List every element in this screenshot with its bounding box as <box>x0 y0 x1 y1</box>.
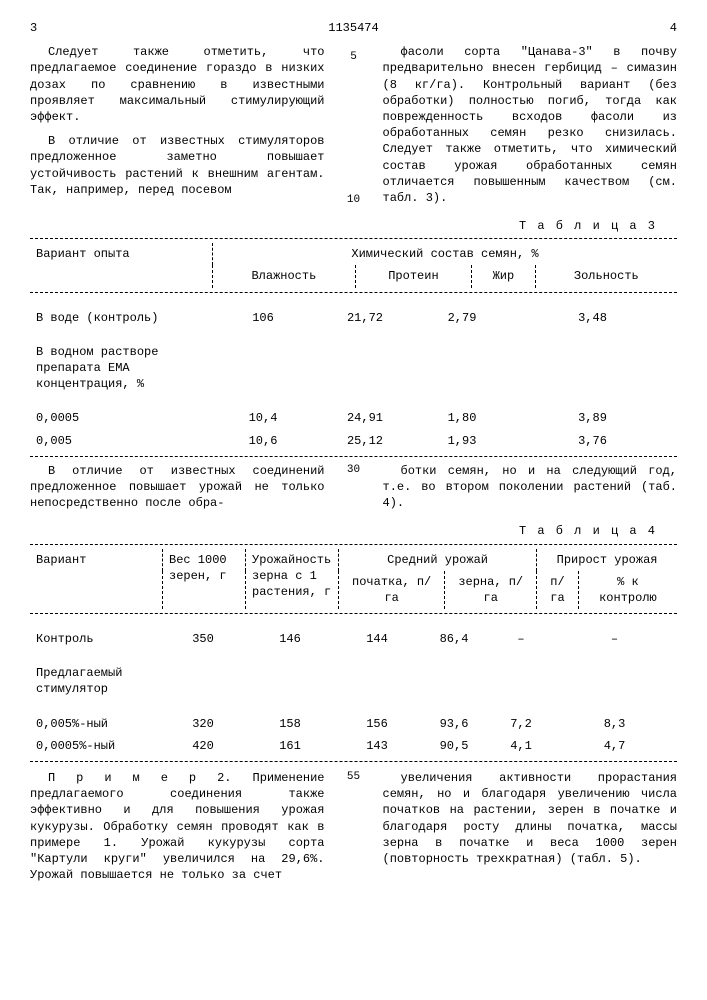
line-num: 5 <box>345 50 363 65</box>
text-block-3: П р и м е р 2. Применение предлагаемого … <box>30 770 677 891</box>
cell: Предлагаемый стимулятор <box>30 662 162 700</box>
t4-h5: Прирост урожая <box>537 549 677 571</box>
cell: 0,005%-ный <box>30 713 162 735</box>
cell <box>552 662 677 700</box>
table3-caption: Т а б л и ц а 3 <box>30 218 657 234</box>
cell: 25,12 <box>314 430 416 452</box>
table-row: 0,005%-ный32015815693,67,28,3 <box>30 713 677 735</box>
t4-s3: п/га <box>537 571 579 609</box>
cell: 3,48 <box>508 307 677 329</box>
cell: 90,5 <box>418 735 490 757</box>
table-3-body: В воде (контроль)10621,722,793,48 В водно… <box>30 307 677 452</box>
cell: 146 <box>244 628 336 650</box>
cell: 8,3 <box>552 713 677 735</box>
cell <box>162 662 244 700</box>
cell: 4,1 <box>490 735 552 757</box>
t4-h4: Средний урожай <box>339 549 537 571</box>
col-left: Следует также отметить, что предлагаемое… <box>30 44 325 214</box>
cell <box>416 341 508 396</box>
table-row: 0,000510,424,911,803,89 <box>30 407 677 429</box>
cell: 0,0005 <box>30 407 212 429</box>
cell: 144 <box>336 628 418 650</box>
cell: 158 <box>244 713 336 735</box>
cell: 156 <box>336 713 418 735</box>
cell: 420 <box>162 735 244 757</box>
para-ex-r: увеличения активности прорастания семян,… <box>383 770 678 867</box>
t4-s4: % к контролю <box>578 571 677 609</box>
cell: Контроль <box>30 628 162 650</box>
cell: В воде (контроль) <box>30 307 212 329</box>
line-num: 30 <box>345 463 363 478</box>
t3-h1: Вариант опыта <box>30 243 213 287</box>
table-row: 0,00510,625,121,933,76 <box>30 430 677 452</box>
table-row: 0,0005%-ный42016114390,54,14,7 <box>30 735 677 757</box>
cell: 86,4 <box>418 628 490 650</box>
para-l2: В отличие от известных стимуляторов пред… <box>30 133 325 198</box>
cell: 106 <box>212 307 314 329</box>
cell: – <box>552 628 677 650</box>
table-4-body: Контроль35014614486,4––Предлагаемый стим… <box>30 628 677 757</box>
cell: В водном растворе препарата ЕМА концентр… <box>30 341 212 396</box>
text-block-1: Следует также отметить, что предлагаемое… <box>30 44 677 214</box>
line-num: 55 <box>345 770 363 785</box>
cell <box>508 341 677 396</box>
table-4: Вариант Вес 1000 зерен, г Урожайность зе… <box>30 549 677 610</box>
cell: 24,91 <box>314 407 416 429</box>
cell: 93,6 <box>418 713 490 735</box>
t4-h3: Урожайность зерна с 1 растения, г <box>246 549 339 610</box>
line-num: 10 <box>345 193 363 208</box>
cell: 350 <box>162 628 244 650</box>
para-ex-l: П р и м е р 2. Применение предлагаемого … <box>30 770 325 883</box>
page-header: 3 1135474 4 <box>30 20 677 36</box>
cell: 10,6 <box>212 430 314 452</box>
cell: – <box>490 628 552 650</box>
col-right: фасоли сорта "Цанава-3" в почву предвари… <box>383 44 678 214</box>
t3-c4: Зольность <box>535 265 677 287</box>
cell: 3,89 <box>508 407 677 429</box>
t4-s1: початка, п/га <box>339 571 445 609</box>
t3-c2: Протеин <box>355 265 471 287</box>
cell <box>418 662 490 700</box>
t3-c3: Жир <box>472 265 536 287</box>
table-row: Контроль35014614486,4–– <box>30 628 677 650</box>
table-3: Вариант опыта Химический состав семян, %… <box>30 243 677 287</box>
cell: 21,72 <box>314 307 416 329</box>
page-num-left: 3 <box>30 20 37 36</box>
para-mid-l: В отличие от известных соединений предло… <box>30 463 325 512</box>
cell: 0,0005%-ный <box>30 735 162 757</box>
t4-s2: зерна, п/га <box>445 571 537 609</box>
table-row: Предлагаемый стимулятор <box>30 662 677 700</box>
cell: 0,005 <box>30 430 212 452</box>
table4-caption: Т а б л и ц а 4 <box>30 523 657 539</box>
cell <box>212 341 314 396</box>
cell: 2,79 <box>416 307 508 329</box>
cell: 161 <box>244 735 336 757</box>
para-l1: Следует также отметить, что предлагаемое… <box>30 44 325 125</box>
cell: 3,76 <box>508 430 677 452</box>
cell <box>314 341 416 396</box>
cell: 320 <box>162 713 244 735</box>
cell: 1,80 <box>416 407 508 429</box>
cell <box>244 662 336 700</box>
t3-c1: Влажность <box>213 265 356 287</box>
t4-h1: Вариант <box>30 549 163 610</box>
t4-h2: Вес 1000 зерен, г <box>163 549 246 610</box>
para-r1: фасоли сорта "Цанава-3" в почву предвари… <box>383 44 678 206</box>
cell: 7,2 <box>490 713 552 735</box>
cell <box>336 662 418 700</box>
cell: 4,7 <box>552 735 677 757</box>
cell: 10,4 <box>212 407 314 429</box>
t3-h2: Химический состав семян, % <box>213 243 678 265</box>
table-row: В водном растворе препарата ЕМА концентр… <box>30 341 677 396</box>
doc-number: 1135474 <box>328 20 378 36</box>
cell: 1,93 <box>416 430 508 452</box>
text-block-2: В отличие от известных соединений предло… <box>30 463 677 520</box>
page-num-right: 4 <box>670 20 677 36</box>
table-row: В воде (контроль)10621,722,793,48 <box>30 307 677 329</box>
cell: 143 <box>336 735 418 757</box>
para-mid-r: ботки семян, но и на следующий год, т.е.… <box>383 463 678 512</box>
cell <box>490 662 552 700</box>
